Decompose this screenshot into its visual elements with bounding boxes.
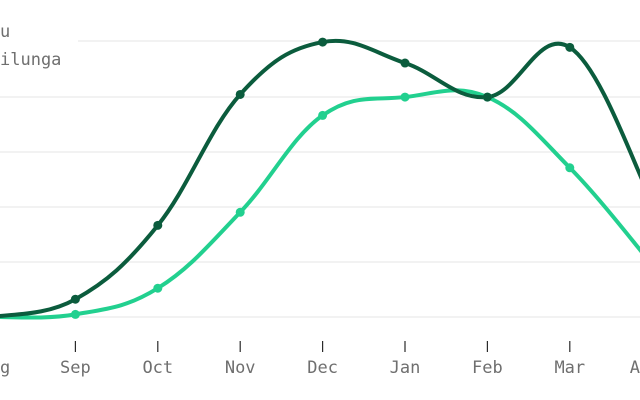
x-tick-label-Jan: Jan xyxy=(390,358,421,378)
point-u-Nov xyxy=(235,89,245,99)
x-tick-label-Sep: Sep xyxy=(60,358,91,378)
x-axis: g Sep Oct Nov Dec Jan Feb Mar A xyxy=(0,341,640,378)
point-ilunga-Sep xyxy=(70,309,80,319)
x-tick-label-Dec: Dec xyxy=(307,358,338,378)
point-ilunga-Jan xyxy=(400,92,410,102)
data-points xyxy=(70,37,575,319)
point-u-Sep xyxy=(70,294,80,304)
point-ilunga-Nov xyxy=(235,207,245,217)
legend: u ilunga xyxy=(0,22,61,70)
point-u-Dec xyxy=(318,37,328,47)
point-u-Oct xyxy=(153,220,163,230)
point-ilunga-Mar xyxy=(565,163,575,173)
series-line-u xyxy=(0,38,640,318)
x-tick-label-Feb: Feb xyxy=(472,358,503,378)
x-tick-label-Nov: Nov xyxy=(225,358,256,378)
x-tick-label-Oct: Oct xyxy=(142,358,173,378)
x-tick-label-Aug: g xyxy=(0,358,10,378)
x-tick-label-Apr: A xyxy=(630,358,640,378)
legend-label-ilunga: ilunga xyxy=(0,50,61,70)
legend-label-u: u xyxy=(0,22,10,42)
grid-lines xyxy=(0,40,640,318)
point-ilunga-Dec xyxy=(318,110,328,120)
point-u-Mar xyxy=(565,42,575,52)
point-ilunga-Oct xyxy=(153,283,163,293)
point-u-Feb xyxy=(482,92,492,102)
x-tick-label-Mar: Mar xyxy=(554,358,585,378)
series-lines xyxy=(0,38,640,320)
series-line-ilunga xyxy=(0,88,640,320)
point-u-Jan xyxy=(400,58,410,68)
